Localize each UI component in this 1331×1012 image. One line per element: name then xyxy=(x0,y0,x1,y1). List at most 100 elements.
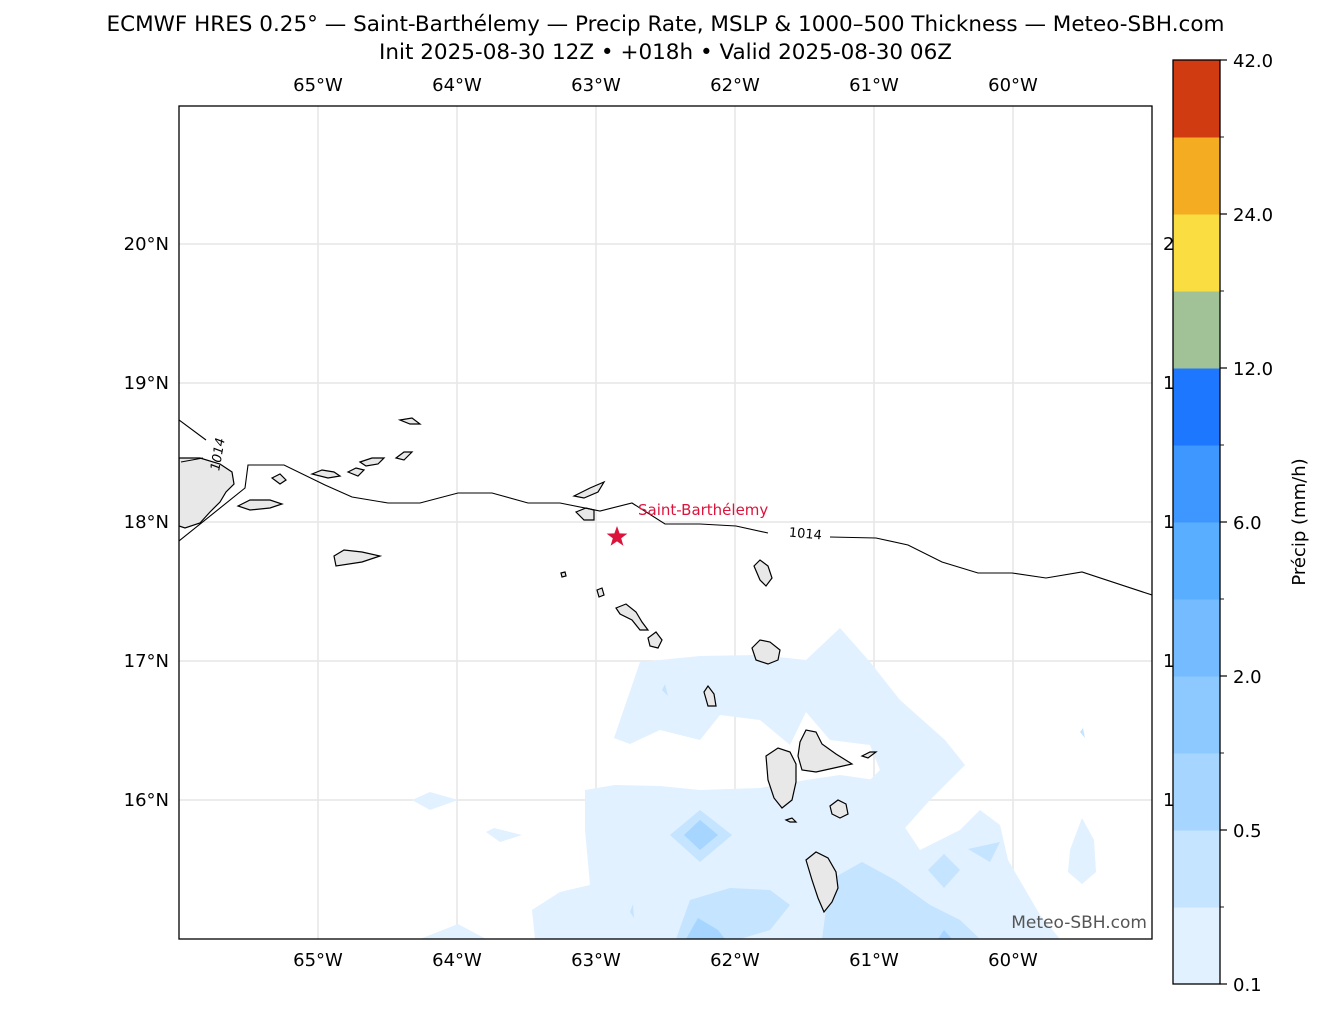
lat-labels-left: 20°N 19°N 18°N 17°N 16°N xyxy=(124,234,169,811)
precip-shading xyxy=(412,628,1096,939)
lon-label-bottom-63w: 63°W xyxy=(571,950,621,971)
lon-label-bottom-61w: 61°W xyxy=(849,950,899,971)
isobar-line-northwest-2 xyxy=(180,457,204,463)
lon-label-bottom-62w: 62°W xyxy=(710,950,760,971)
island-vieques xyxy=(236,499,284,511)
isobar-label-northwest: 1014 xyxy=(208,437,229,472)
lon-labels-bottom: 65°W 64°W 63°W 62°W 61°W 60°W xyxy=(293,950,1038,971)
island-la-desirade xyxy=(860,751,878,759)
lat-labels-right: 2 1 1 1 1 xyxy=(1163,234,1174,811)
colorbar-tick-label-0-1: 0.1 xyxy=(1233,975,1262,996)
island-st-john xyxy=(346,467,366,477)
colorbar-tick-label-12: 12.0 xyxy=(1233,359,1273,380)
precip-area-light-east xyxy=(614,628,965,828)
lon-label-top-65w: 65°W xyxy=(293,75,343,96)
precip-area-mid-5 xyxy=(968,842,1000,862)
lon-label-top-61w: 61°W xyxy=(849,75,899,96)
colorbar-segment xyxy=(1173,291,1220,369)
colorbar-tick-label-6: 6.0 xyxy=(1233,513,1262,534)
lat-label-right-20n: 2 xyxy=(1163,234,1174,255)
colorbar-segment xyxy=(1173,522,1220,600)
island-antigua xyxy=(751,639,781,665)
colorbar-segment xyxy=(1173,907,1220,985)
land-masses xyxy=(179,417,878,914)
precip-area-strong-2 xyxy=(686,918,725,939)
lon-label-top-64w: 64°W xyxy=(432,75,482,96)
island-anegada xyxy=(397,417,422,425)
island-st-thomas xyxy=(310,469,342,479)
precip-area-light-bottom-left xyxy=(420,924,486,939)
colorbar-segment xyxy=(1173,60,1220,138)
lat-label-20n: 20°N xyxy=(124,234,169,255)
precip-area-speck-1 xyxy=(662,684,668,696)
colorbar-segment xyxy=(1173,214,1220,292)
island-nevis xyxy=(647,631,663,649)
island-st-kitts-nevis xyxy=(615,603,650,631)
island-st-martin xyxy=(574,507,595,521)
precip-area-light-west-2 xyxy=(486,828,522,842)
chart-title: ECMWF HRES 0.25° — Saint-Barthélemy — Pr… xyxy=(106,12,1225,37)
island-marie-galante xyxy=(829,799,849,819)
island-montserrat xyxy=(703,684,717,707)
colorbar-ticks xyxy=(1220,59,1227,985)
lon-label-bottom-60w: 60°W xyxy=(988,950,1038,971)
precip-area-speck-3 xyxy=(630,904,634,918)
watermark: Meteo-SBH.com xyxy=(1011,913,1147,933)
lat-label-16n: 16°N xyxy=(124,790,169,811)
colorbar-segment xyxy=(1173,753,1220,831)
saint-barthelemy-label: Saint-Barthélemy xyxy=(638,501,768,519)
colorbar-segments xyxy=(1173,60,1220,985)
lon-label-bottom-64w: 64°W xyxy=(432,950,482,971)
precip-area-light-east-spot xyxy=(1068,818,1096,884)
colorbar-label: Précip (mm/h) xyxy=(1289,458,1310,585)
isobar-line-northwest xyxy=(179,419,207,441)
colorbar-segment xyxy=(1173,137,1220,215)
precip-area-strong-3 xyxy=(938,930,952,939)
lon-label-top-60w: 60°W xyxy=(988,75,1038,96)
lat-label-right-16n: 1 xyxy=(1163,790,1174,811)
lat-label-right-17n: 1 xyxy=(1163,651,1174,672)
lat-label-17n: 17°N xyxy=(124,651,169,672)
lat-label-right-18n: 1 xyxy=(1163,512,1174,533)
colorbar-tick-label-42: 42.0 xyxy=(1233,51,1273,72)
island-barbuda xyxy=(753,559,773,587)
lon-label-bottom-65w: 65°W xyxy=(293,950,343,971)
island-culebra xyxy=(270,473,287,485)
colorbar-segment xyxy=(1173,676,1220,754)
chart-subtitle: Init 2025-08-30 12Z • +018h • Valid 2025… xyxy=(379,40,952,65)
isobar-line-east xyxy=(829,536,1152,596)
lon-label-top-62w: 62°W xyxy=(710,75,760,96)
colorbar-segment xyxy=(1173,830,1220,908)
saint-barthelemy-star-marker xyxy=(606,526,628,546)
colorbar-tick-label-0-5: 0.5 xyxy=(1233,821,1262,842)
precip-area-speck-2 xyxy=(1080,728,1085,738)
precip-area-light-west-1 xyxy=(412,792,458,810)
colorbar-tick-label-24: 24.0 xyxy=(1233,205,1273,226)
precip-area-strong-1 xyxy=(684,820,718,850)
precip-area-mid-3 xyxy=(822,862,980,939)
colorbar-segment xyxy=(1173,368,1220,446)
island-guadeloupe-grande-terre xyxy=(797,729,854,773)
colorbar-tick-labels: 42.0 24.0 12.0 6.0 2.0 0.5 0.1 xyxy=(1233,51,1273,996)
colorbar-segment xyxy=(1173,599,1220,677)
precip-area-mid-4 xyxy=(928,854,960,888)
island-guadeloupe-basse-terre xyxy=(765,747,797,809)
island-dominica xyxy=(805,851,839,914)
precip-area-light-south xyxy=(532,775,1060,939)
island-saba xyxy=(560,571,567,578)
lon-labels-top: 65°W 64°W 63°W 62°W 61°W 60°W xyxy=(293,75,1038,96)
island-puerto-rico xyxy=(179,457,235,529)
lat-label-right-19n: 1 xyxy=(1163,373,1174,394)
island-anguilla xyxy=(572,480,606,499)
island-st-eustatius xyxy=(596,587,605,598)
lat-label-18n: 18°N xyxy=(124,512,169,533)
colorbar-tick-label-2: 2.0 xyxy=(1233,667,1262,688)
lat-label-19n: 19°N xyxy=(124,373,169,394)
isobar-label-east: 1014 xyxy=(788,526,822,544)
lon-label-top-63w: 63°W xyxy=(571,75,621,96)
island-st-croix xyxy=(333,549,383,567)
map-frame xyxy=(178,105,1153,940)
isobars xyxy=(179,419,1152,596)
